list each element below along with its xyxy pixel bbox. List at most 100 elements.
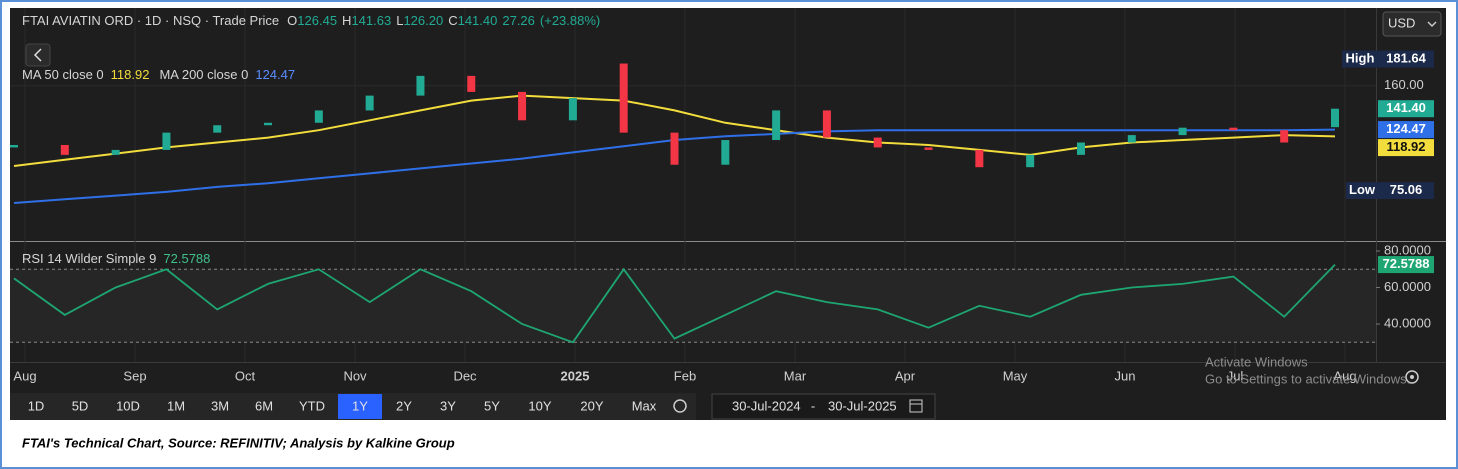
rsi-band	[10, 269, 1376, 343]
candle	[213, 125, 222, 133]
ohlc-key: O	[287, 13, 297, 28]
rsi-last-box	[1378, 256, 1434, 274]
currency-select[interactable]	[1382, 11, 1442, 37]
time-label: Aug	[13, 368, 36, 383]
ohlc-value: 126.45	[297, 13, 337, 28]
low-tag	[1346, 182, 1378, 200]
series-line	[13, 263, 1336, 344]
ma-last-box	[1378, 139, 1434, 157]
ohlc-value: 141.40	[458, 13, 498, 28]
range-button[interactable]: 20Y	[580, 398, 603, 413]
ohlc-value: 141.63	[351, 13, 391, 28]
time-label: Nov	[343, 368, 367, 383]
series-line	[13, 94, 1336, 167]
legend-name: RSI 14 Wilder Simple 9	[22, 251, 156, 266]
time-label: Aug	[1333, 368, 1356, 383]
calendar-icon	[909, 399, 923, 413]
range-button[interactable]: 10Y	[528, 398, 551, 413]
y-tick-label: 160.00	[1384, 77, 1424, 92]
watermark-text: Go to Settings to activate Windows.	[1205, 371, 1410, 386]
caption: FTAI's Technical Chart, Source: REFINITI…	[22, 435, 455, 450]
time-label: Jun	[1115, 368, 1136, 383]
candle	[873, 137, 882, 148]
last-close-box	[1378, 100, 1434, 118]
range-button[interactable]: 6M	[255, 398, 273, 413]
low-value-label: 75.06	[1390, 182, 1423, 197]
candle	[60, 144, 69, 155]
header-title: FTAI AVIATIN ORD · 1D · NSQ · Trade Pric…	[22, 13, 279, 28]
ma-legend: MA 50 close 0 118.92 MA 200 close 0 124.47	[22, 67, 295, 82]
range-button[interactable]: 3Y	[440, 398, 456, 413]
candle	[1026, 154, 1035, 168]
time-label: 2025	[561, 368, 590, 383]
time-label: Mar	[784, 368, 807, 383]
candle	[416, 75, 425, 96]
candle	[1076, 142, 1085, 155]
range-button-active	[338, 394, 382, 419]
high-value-box	[1378, 50, 1434, 68]
change-pct: (+23.88%)	[540, 13, 600, 28]
settings-icon-center	[1410, 375, 1414, 379]
time-label: Oct	[235, 368, 256, 383]
time-label: Dec	[453, 368, 477, 383]
range-button[interactable]: 2Y	[396, 398, 412, 413]
range-button[interactable]: 5Y	[484, 398, 500, 413]
watermark-title: Activate Windows	[1205, 354, 1308, 369]
change: 27.26	[502, 13, 535, 28]
legend-value: 124.47	[255, 67, 295, 82]
range-button[interactable]: YTD	[299, 398, 325, 413]
time-label: Feb	[674, 368, 696, 383]
candle	[467, 75, 476, 92]
date-from: 30-Jul-2024	[732, 398, 801, 413]
candle	[568, 98, 577, 121]
time-label: May	[1003, 368, 1028, 383]
high-value-label: 181.64	[1386, 50, 1427, 65]
time-label: Apr	[895, 368, 916, 383]
y-tick-label: 80.0000	[1384, 242, 1431, 257]
candle	[518, 91, 527, 121]
back-button[interactable]	[25, 43, 51, 67]
high-tag	[1342, 50, 1378, 68]
candle	[670, 132, 679, 165]
candle	[772, 110, 781, 141]
ohlc-key: L	[396, 13, 403, 28]
rsi-legend: RSI 14 Wilder Simple 9 72.5788	[22, 251, 210, 266]
time-label: Sep	[123, 368, 146, 383]
range-button[interactable]: 1Y	[352, 398, 368, 413]
range-button[interactable]: 3M	[211, 398, 229, 413]
time-label: Jul	[1227, 368, 1244, 383]
y-tick-label: 60.0000	[1384, 279, 1431, 294]
low-value-box	[1378, 182, 1434, 200]
range-button[interactable]: 5D	[72, 398, 89, 413]
candle	[264, 122, 273, 126]
candle	[1331, 108, 1339, 128]
toolbar-settings	[673, 399, 687, 413]
date-separator: -	[811, 398, 815, 413]
range-button[interactable]: 1D	[28, 398, 45, 413]
ohlc-key: C	[448, 13, 457, 28]
rsi-last-label: 72.5788	[1383, 256, 1430, 271]
legend-name: MA 200 close 0	[159, 67, 248, 82]
settings-icon[interactable]	[1405, 370, 1419, 384]
ohlc-value: 126.20	[403, 13, 443, 28]
back-icon	[33, 48, 42, 62]
candle	[10, 144, 18, 148]
ma-last-box	[1378, 121, 1434, 139]
range-button[interactable]: Max	[632, 398, 657, 413]
high-tag-label: High	[1346, 50, 1375, 65]
candle	[1280, 130, 1289, 143]
dropdown-icon	[1427, 21, 1437, 27]
range-button[interactable]: 10D	[116, 398, 140, 413]
ohlc-key: H	[342, 13, 351, 28]
candle	[619, 63, 628, 133]
y-tick-label: 40.0000	[1384, 315, 1431, 330]
date-range-box[interactable]	[711, 393, 936, 420]
candle	[314, 110, 323, 123]
candle	[365, 95, 374, 111]
last-close-label: 141.40	[1386, 100, 1426, 115]
ma-last-label: 118.92	[1386, 139, 1425, 154]
range-button[interactable]: 1M	[167, 398, 185, 413]
legend-name: MA 50 close 0	[22, 67, 104, 82]
